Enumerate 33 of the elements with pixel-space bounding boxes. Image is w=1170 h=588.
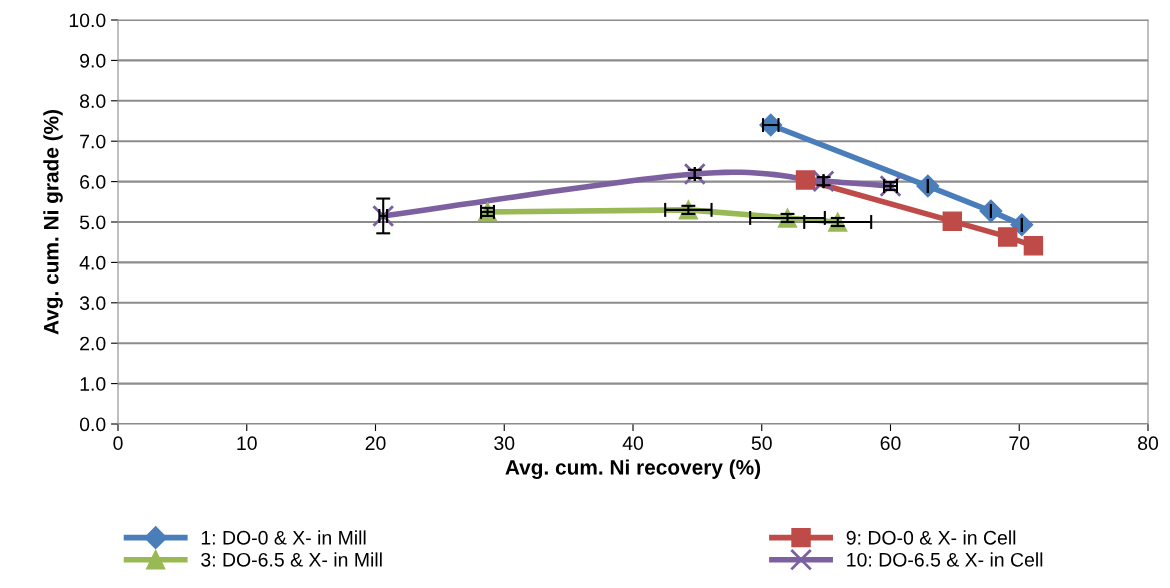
x-axis-title: Avg. cum. Ni recovery (%) xyxy=(505,459,761,479)
point xyxy=(795,170,816,190)
legend-label: 1: DO-0 & X- in Mill xyxy=(201,530,366,545)
y-tick-label: 8.0 xyxy=(80,94,106,109)
y-tick-label: 6.0 xyxy=(80,175,106,189)
point xyxy=(916,174,940,198)
legend-label: 9: DO-0 & X- in Cell xyxy=(846,530,1016,545)
y-tick-label: 10.0 xyxy=(69,13,106,28)
y-tick-label: 5.0 xyxy=(79,215,106,230)
x-tick-label: 60 xyxy=(880,436,901,451)
y-tick-label: 0.0 xyxy=(79,417,106,432)
point xyxy=(1010,213,1034,237)
y-tick-label: 2.0 xyxy=(80,336,106,351)
y-tick-label: 4.0 xyxy=(79,255,106,270)
x-tick-label: 30 xyxy=(494,436,515,451)
x-tick-label: 70 xyxy=(1009,436,1030,451)
x-tick-label: 20 xyxy=(365,436,386,451)
x-tick-label: 10 xyxy=(237,436,257,451)
x-tick-label: 40 xyxy=(622,436,644,451)
point xyxy=(997,227,1018,247)
x-tick-label: 50 xyxy=(751,436,772,451)
legend-label: 3: DO-6.5 & X- in Mill xyxy=(201,552,382,567)
y-axis-title: Avg. cum. Ni grade (%) xyxy=(43,109,63,335)
x-tick-label: 0 xyxy=(113,436,123,451)
y-tick-label: 9.0 xyxy=(80,53,106,68)
y-tick-label: 1.0 xyxy=(80,377,106,391)
point xyxy=(942,211,963,231)
y-tick-label: 3.0 xyxy=(79,296,106,311)
point xyxy=(1023,236,1044,256)
point xyxy=(979,199,1003,223)
x-tick-label: 80 xyxy=(1138,436,1159,451)
legend-label: 10: DO-6.5 & X- in Cell xyxy=(847,552,1043,567)
y-tick-label: 7.0 xyxy=(80,134,106,149)
